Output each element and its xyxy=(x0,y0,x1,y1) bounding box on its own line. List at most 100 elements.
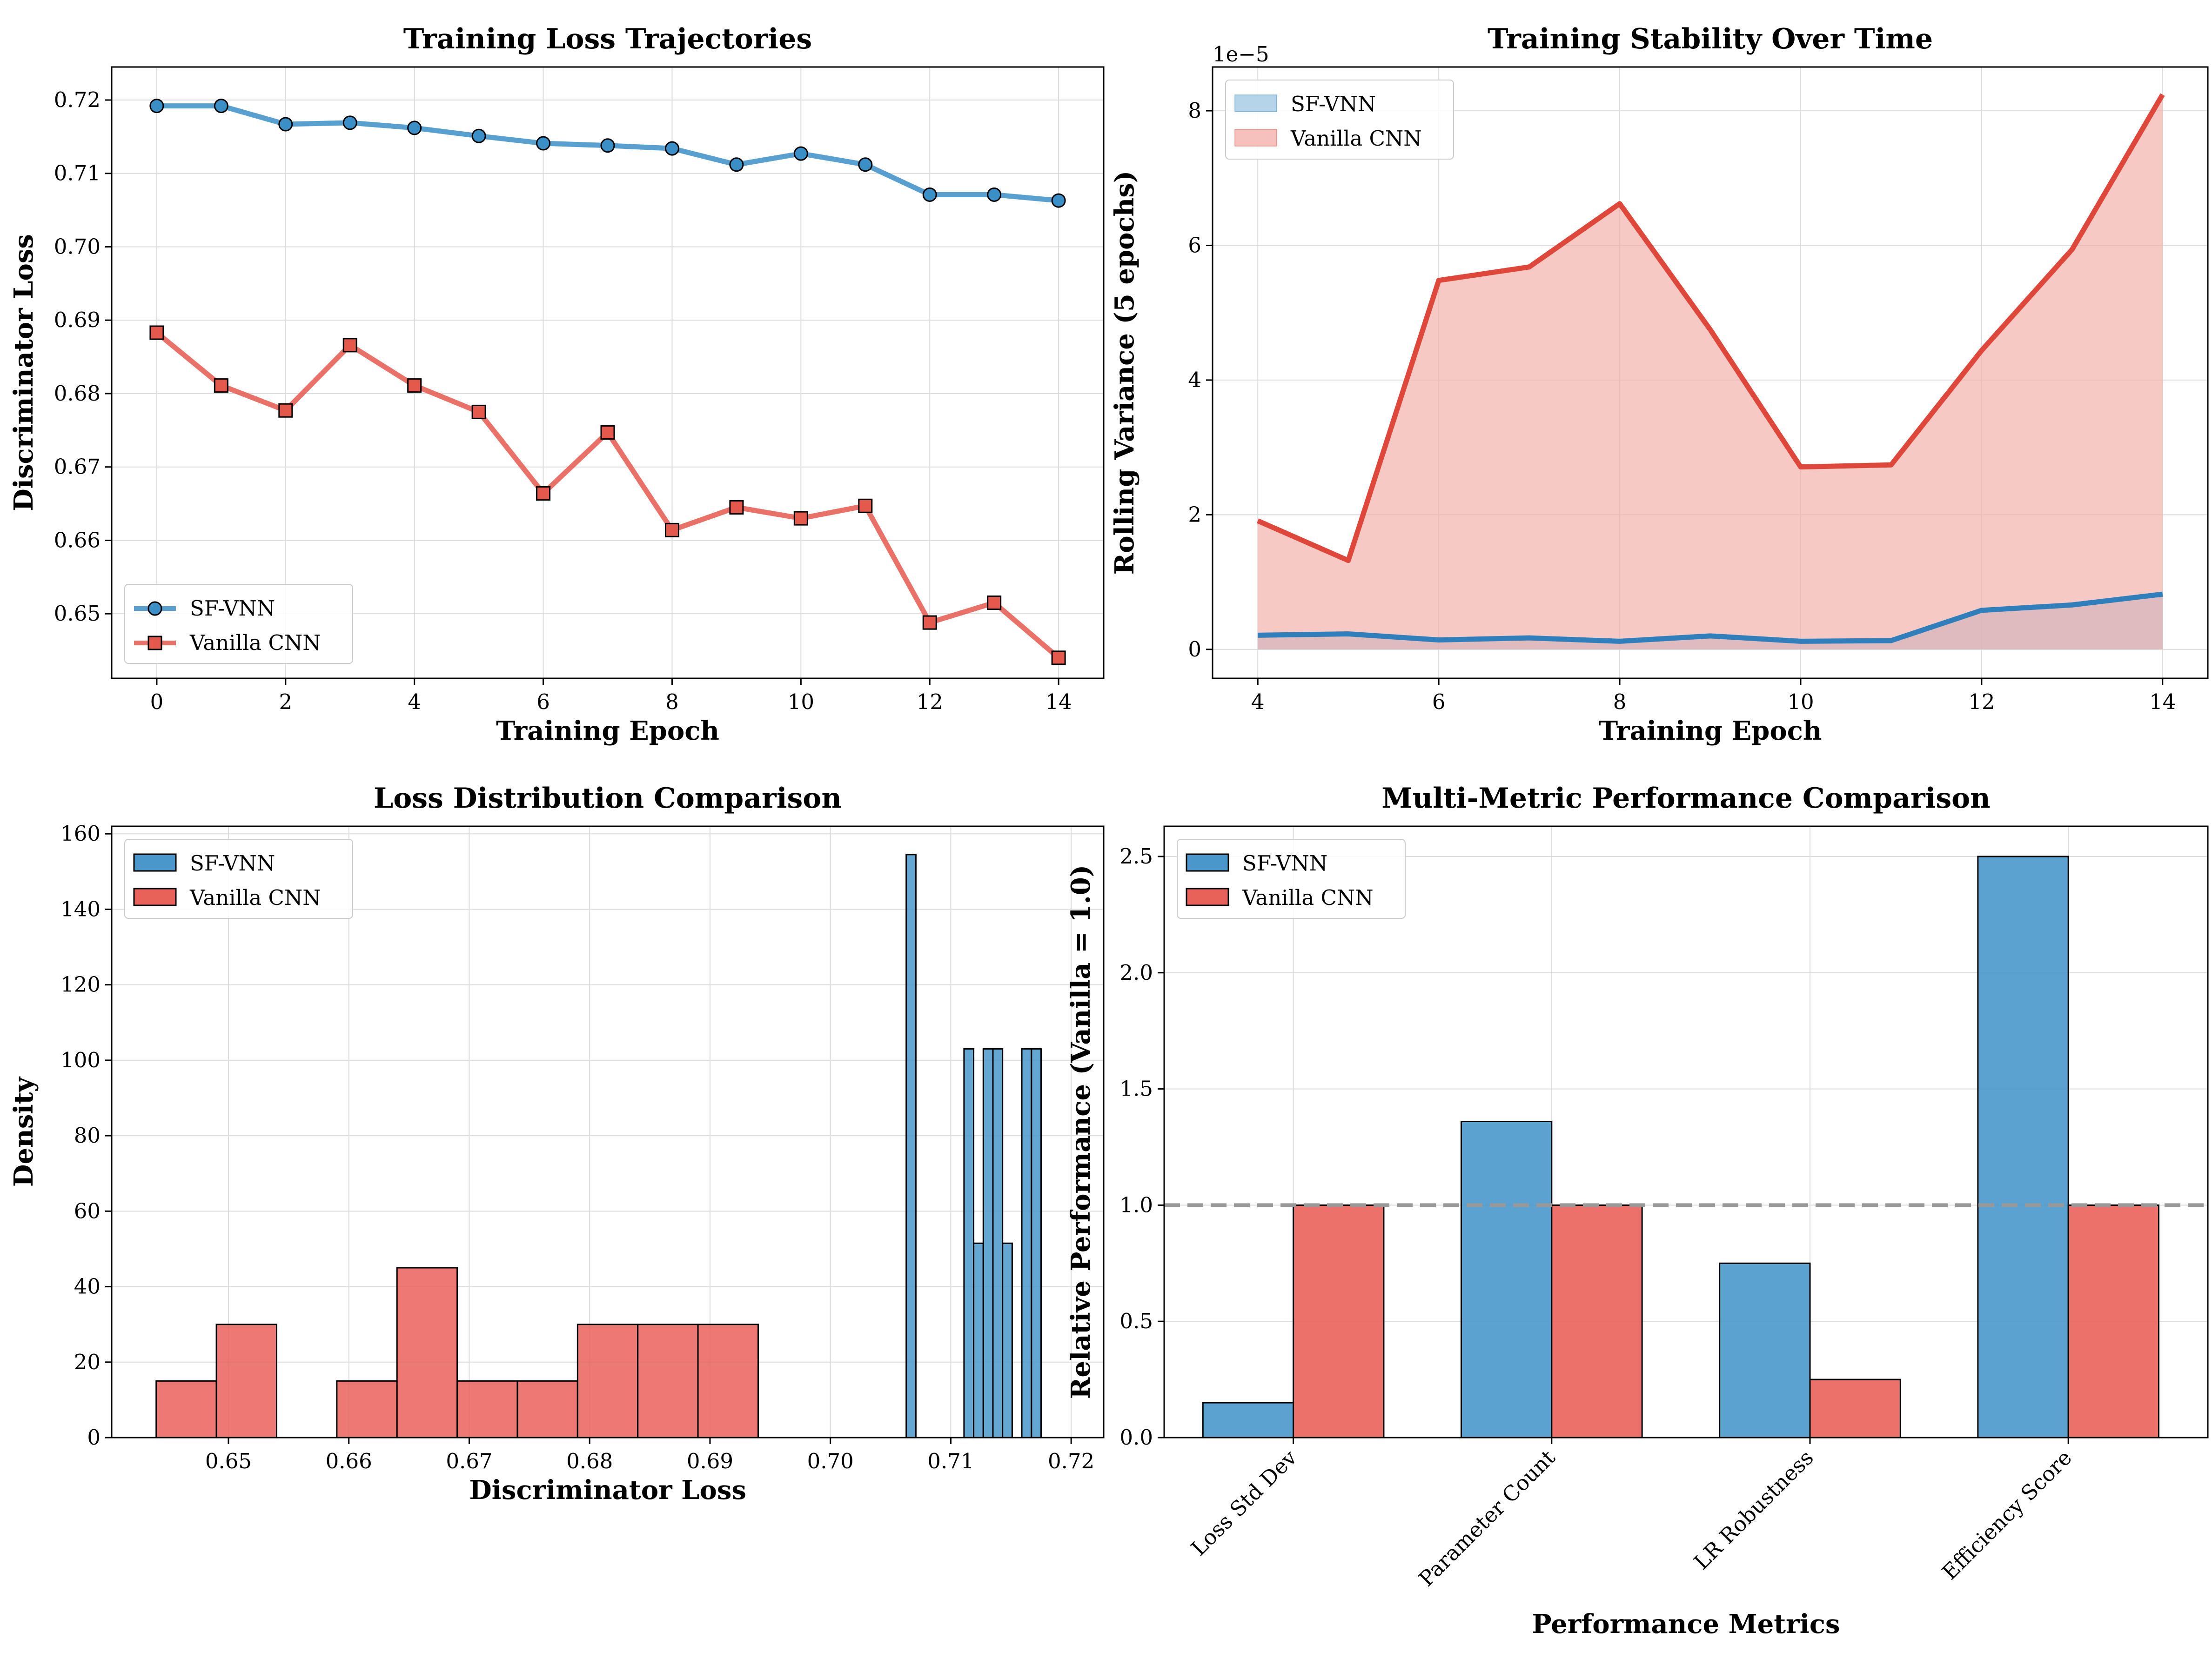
y-tick-label: 0.69 xyxy=(54,308,101,332)
legend-marker xyxy=(147,601,162,616)
y-tick-label: 0 xyxy=(87,1425,101,1450)
histogram-bar xyxy=(1031,1048,1042,1439)
data-point xyxy=(922,615,937,630)
legend-swatch xyxy=(1234,129,1277,147)
legend-label: Vanilla CNN xyxy=(189,630,321,655)
panel-loss-distribution: 0.65 0.66 0.67 0.68 0.69 0.70 0.71 0.72 0 20 40 60 8… xyxy=(8,782,1105,1506)
bar xyxy=(1809,1379,1901,1439)
histogram-bar xyxy=(905,854,917,1439)
series-sf-vnn xyxy=(149,99,1066,208)
histogram-bar xyxy=(1002,1242,1013,1439)
x-tick-label: 0.67 xyxy=(446,1449,492,1473)
data-point xyxy=(149,325,164,340)
data-point xyxy=(987,187,1002,202)
legend-swatch xyxy=(133,888,177,906)
x-tick-label: 10 xyxy=(788,689,814,714)
legend-frame xyxy=(124,839,353,919)
panel-training-stability: 4 6 8 10 12 14 0 2 4 6 8 Training Stability Over Ti… xyxy=(1109,23,2209,746)
y-tick-label: 0.71 xyxy=(54,161,101,186)
data-point xyxy=(278,403,293,418)
y-tick-label: 8 xyxy=(1188,98,1201,123)
x-tick-label: 8 xyxy=(1613,689,1627,714)
histogram-bar xyxy=(982,1048,994,1439)
histogram-bar xyxy=(576,1324,639,1439)
x-tick-label: 0.69 xyxy=(687,1449,733,1473)
x-tick-label: LR Robustness xyxy=(1689,1445,1818,1574)
x-axis-label: Performance Metrics xyxy=(1532,1609,1840,1640)
legend-label: SF-VNN xyxy=(190,596,275,621)
legend-entry: SF-VNN xyxy=(1234,92,1376,116)
legend-label: SF-VNN xyxy=(1291,92,1376,116)
x-tick-label: 0 xyxy=(150,689,164,714)
data-point xyxy=(471,404,486,419)
data-point xyxy=(793,511,808,526)
chart-title: Training Stability Over Time xyxy=(1488,23,1933,55)
y-tick-label: 40 xyxy=(74,1274,101,1299)
data-point xyxy=(664,522,679,537)
x-tick-label: 12 xyxy=(1968,689,1995,714)
histogram-bar xyxy=(1021,1048,1032,1439)
x-tick-label: 0.72 xyxy=(1048,1449,1094,1473)
data-point xyxy=(342,338,357,353)
x-tick-label: Loss Std Dev xyxy=(1186,1445,1301,1560)
x-tick-label: 14 xyxy=(1045,689,1072,714)
data-point xyxy=(858,157,873,172)
data-point xyxy=(600,425,615,440)
x-tick-label: 0.66 xyxy=(326,1449,372,1473)
series-vanilla-cnn xyxy=(1293,1204,2160,1439)
bar xyxy=(1719,1262,1811,1439)
legend-label: Vanilla CNN xyxy=(1242,885,1374,910)
axes-frame xyxy=(1163,825,2209,1439)
series-line xyxy=(156,103,1059,203)
data-point xyxy=(278,117,293,132)
x-tick-label: 0.68 xyxy=(566,1449,613,1473)
data-point xyxy=(342,115,357,130)
series-line xyxy=(1258,591,2163,644)
data-point xyxy=(600,138,615,153)
x-tick-label: 10 xyxy=(1787,689,1814,714)
y-tick-label: 1.0 xyxy=(1119,1192,1153,1217)
y-tick-label: 0.5 xyxy=(1119,1309,1153,1333)
y-tick-label: 0.70 xyxy=(54,234,101,259)
y-offset-label: 1e−5 xyxy=(1213,42,1269,67)
y-tick-label: 0.68 xyxy=(54,381,101,406)
legend-swatch xyxy=(1186,888,1229,906)
legend: SF-VNN Vanilla CNN xyxy=(124,839,353,919)
bar xyxy=(1551,1204,1643,1439)
y-tick-label: 2.0 xyxy=(1119,960,1153,985)
histogram-bar xyxy=(973,1242,984,1439)
histogram-bar xyxy=(155,1380,217,1439)
histogram-bar xyxy=(992,1048,1004,1439)
x-tick-label: 4 xyxy=(408,689,421,714)
legend-frame xyxy=(1225,80,1454,160)
x-tick-label: 14 xyxy=(2149,689,2176,714)
data-point xyxy=(471,128,486,143)
data-point xyxy=(1051,193,1066,208)
series-area-fill xyxy=(1258,94,2163,649)
y-tick-label: 0.72 xyxy=(54,87,101,112)
y-tick-label: 6 xyxy=(1188,233,1201,257)
y-tick-label: 2 xyxy=(1188,502,1201,527)
data-point xyxy=(536,136,551,151)
x-tick-label: 6 xyxy=(536,689,550,714)
axes-frame xyxy=(111,825,1105,1439)
legend-label: Vanilla CNN xyxy=(1290,126,1422,151)
legend-swatch xyxy=(133,853,177,872)
chart-title: Loss Distribution Comparison xyxy=(374,782,842,815)
series-line xyxy=(1257,93,2165,563)
legend-swatch xyxy=(1234,94,1277,112)
x-tick-label: 0.71 xyxy=(927,1449,974,1473)
x-tick-label: Parameter Count xyxy=(1414,1445,1560,1591)
bar xyxy=(2067,1204,2160,1439)
data-point xyxy=(793,146,808,161)
axes-frame xyxy=(111,66,1105,679)
data-point xyxy=(858,498,873,513)
y-tick-label: 1.5 xyxy=(1119,1077,1153,1101)
histogram-bar xyxy=(336,1380,398,1439)
bar xyxy=(1977,856,2069,1439)
legend-label: SF-VNN xyxy=(190,851,275,876)
legend: SF-VNN Vanilla CNN xyxy=(124,584,353,664)
y-tick-label: 160 xyxy=(60,821,101,846)
histogram-bar xyxy=(396,1267,458,1439)
y-tick-label: 20 xyxy=(74,1350,101,1374)
